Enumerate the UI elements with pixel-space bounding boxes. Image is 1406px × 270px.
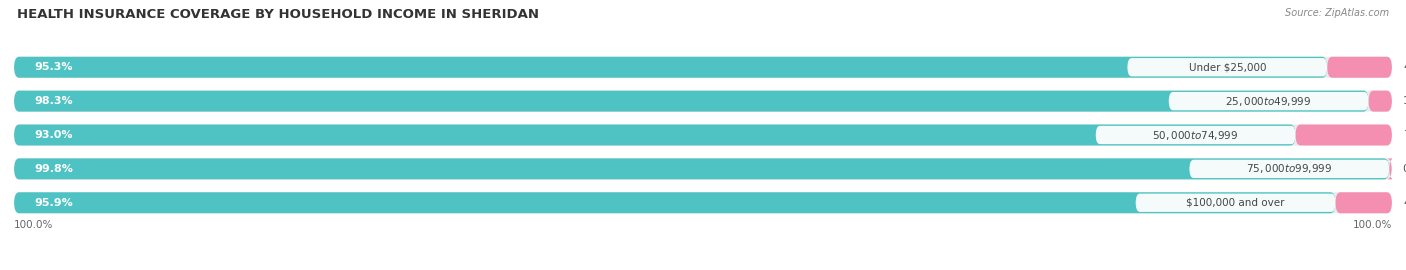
Text: $25,000 to $49,999: $25,000 to $49,999 xyxy=(1226,94,1312,108)
Text: 0.18%: 0.18% xyxy=(1403,164,1406,174)
FancyBboxPatch shape xyxy=(1168,92,1368,110)
FancyBboxPatch shape xyxy=(1095,126,1295,144)
FancyBboxPatch shape xyxy=(1327,57,1392,78)
Text: 98.3%: 98.3% xyxy=(35,96,73,106)
FancyBboxPatch shape xyxy=(1386,158,1393,179)
Text: 95.9%: 95.9% xyxy=(35,198,73,208)
Text: 99.8%: 99.8% xyxy=(35,164,73,174)
Text: $50,000 to $74,999: $50,000 to $74,999 xyxy=(1153,129,1239,141)
FancyBboxPatch shape xyxy=(14,57,1327,78)
FancyBboxPatch shape xyxy=(14,158,1389,179)
FancyBboxPatch shape xyxy=(14,158,1392,179)
Text: Source: ZipAtlas.com: Source: ZipAtlas.com xyxy=(1285,8,1389,18)
FancyBboxPatch shape xyxy=(14,124,1295,146)
FancyBboxPatch shape xyxy=(1189,160,1389,178)
Text: 100.0%: 100.0% xyxy=(1353,220,1392,230)
Text: 7.0%: 7.0% xyxy=(1403,130,1406,140)
Text: 1.7%: 1.7% xyxy=(1403,96,1406,106)
Text: Under $25,000: Under $25,000 xyxy=(1188,62,1265,72)
FancyBboxPatch shape xyxy=(14,192,1392,213)
FancyBboxPatch shape xyxy=(1336,192,1392,213)
FancyBboxPatch shape xyxy=(14,124,1392,146)
Text: HEALTH INSURANCE COVERAGE BY HOUSEHOLD INCOME IN SHERIDAN: HEALTH INSURANCE COVERAGE BY HOUSEHOLD I… xyxy=(17,8,538,21)
FancyBboxPatch shape xyxy=(14,192,1336,213)
FancyBboxPatch shape xyxy=(1136,194,1336,212)
Text: $100,000 and over: $100,000 and over xyxy=(1187,198,1285,208)
FancyBboxPatch shape xyxy=(14,91,1392,112)
FancyBboxPatch shape xyxy=(1128,58,1327,76)
FancyBboxPatch shape xyxy=(1295,124,1392,146)
FancyBboxPatch shape xyxy=(14,91,1368,112)
Text: 4.7%: 4.7% xyxy=(1403,62,1406,72)
Text: 4.1%: 4.1% xyxy=(1403,198,1406,208)
Text: 95.3%: 95.3% xyxy=(35,62,73,72)
Text: 93.0%: 93.0% xyxy=(35,130,73,140)
FancyBboxPatch shape xyxy=(1368,91,1392,112)
FancyBboxPatch shape xyxy=(14,57,1392,78)
Text: 100.0%: 100.0% xyxy=(14,220,53,230)
Text: $75,000 to $99,999: $75,000 to $99,999 xyxy=(1246,162,1333,176)
